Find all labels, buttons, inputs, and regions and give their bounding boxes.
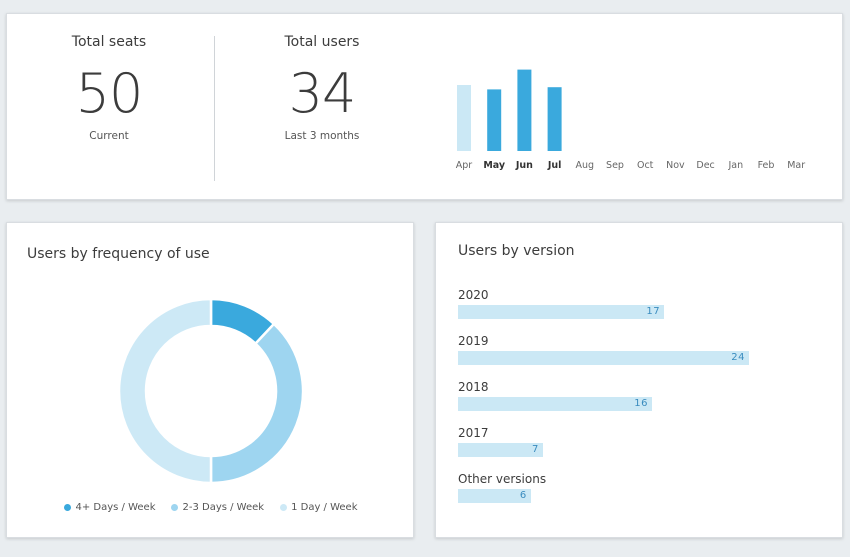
legend-dot-1 [64,504,72,511]
total-users-subtitle: Last 3 months [284,130,360,142]
version-bar[interactable]: 16 [458,397,652,411]
month-label-nov: Nov [666,160,685,171]
version-bar-value: 6 [519,490,527,501]
total-users-title: Total users [284,34,360,50]
version-label: 2019 [458,334,489,348]
version-bar[interactable]: 7 [458,443,543,457]
month-label-apr: Apr [456,160,473,171]
frequency-card: Users by frequency of use 4+ Days / Week… [6,222,414,538]
legend-label-1: 4+ Days / Week [75,502,156,513]
legend-dot-2 [171,504,179,511]
version-row: 2017 7 [458,426,828,457]
version-label: 2017 [458,426,489,440]
version-row: Other versions 6 [458,472,828,503]
version-bar[interactable]: 17 [458,305,665,319]
version-card: Users by version 2020 17 2019 24 2018 16 2017 7… [435,222,843,538]
summary-card: Total seats 50 Current Total users 34 La… [6,13,843,200]
legend-item-1[interactable]: 4+ Days / Week [64,502,155,513]
version-card-title: Users by version [458,243,575,259]
version-bar-value: 7 [532,444,539,455]
total-users-value: 34 [288,62,357,125]
total-seats-subtitle: Current [89,130,129,142]
version-row: 2019 24 [458,334,828,365]
month-bar-jun[interactable] [517,69,532,151]
legend-item-2[interactable]: 2-3 Days / Week [171,502,264,513]
month-label-mar: Mar [787,160,805,171]
version-row: 2020 17 [458,288,828,319]
total-users-stat: Total users 34 Last 3 months [267,34,377,142]
donut-slice-3[interactable] [117,297,213,485]
total-seats-stat: Total seats 50 Current [59,34,159,142]
month-bar-apr[interactable] [457,85,471,151]
total-seats-value: 50 [75,62,144,125]
version-bar-value: 16 [634,398,648,409]
month-label-may: May [483,160,506,171]
month-label-oct: Oct [637,160,654,171]
month-bar-jul[interactable] [547,87,562,151]
frequency-card-title: Users by frequency of use [27,246,210,262]
month-bar-may[interactable] [487,89,502,151]
version-label: 2020 [458,288,489,302]
version-bar[interactable]: 6 [458,489,531,503]
month-label-sep: Sep [606,160,624,171]
version-row: 2018 16 [458,380,828,411]
version-label: 2018 [458,380,489,394]
legend-item-3[interactable]: 1 Day / Week [280,502,358,513]
month-label-dec: Dec [696,160,714,171]
month-label-feb: Feb [758,160,775,171]
summary-divider [214,36,215,181]
version-bar[interactable]: 24 [458,351,749,365]
month-label-jun: Jun [515,160,533,171]
version-bar-value: 17 [646,306,661,317]
total-seats-title: Total seats [71,34,147,50]
legend-label-2: 2-3 Days / Week [182,502,265,513]
legend-dot-3 [280,504,288,511]
frequency-donut-chart [117,297,305,485]
frequency-legend: 4+ Days / Week 2-3 Days / Week 1 Day / Wee… [7,502,415,513]
version-bar-value: 24 [731,352,745,363]
donut-slice-2[interactable] [209,322,305,485]
monthly-users-chart: Apr May Jun Jul Aug Sep Oct Nov Dec Jan Feb Mar [456,69,805,171]
version-label: Other versions [458,472,547,486]
month-label-jul: Jul [547,160,562,171]
legend-label-3: 1 Day / Week [291,502,358,513]
month-label-jan: Jan [727,160,743,171]
month-label-aug: Aug [576,160,595,171]
